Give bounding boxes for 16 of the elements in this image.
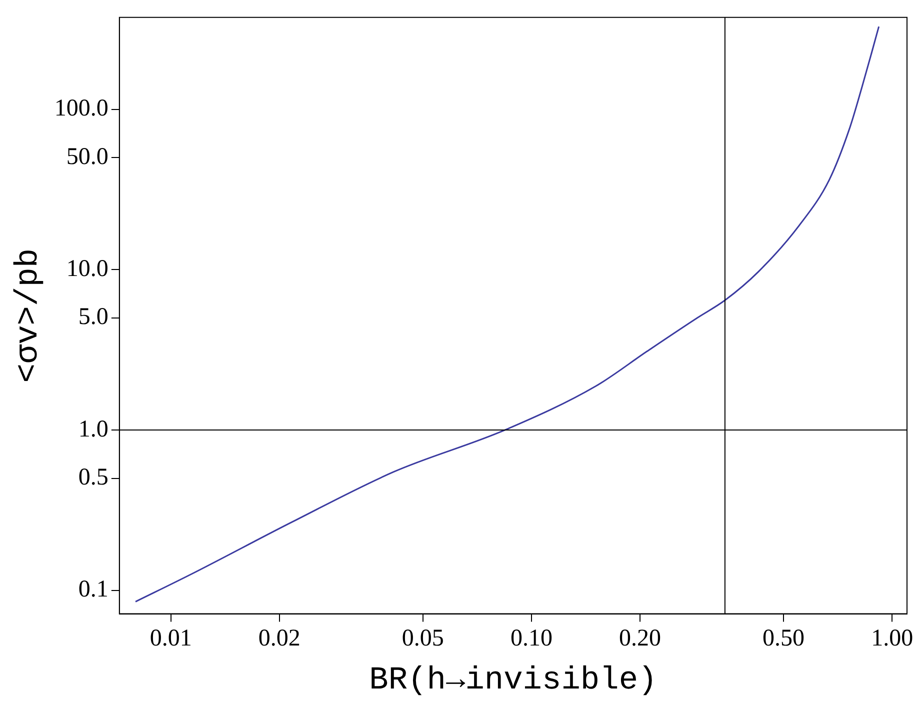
y-tick-label: 50.0 [66, 144, 108, 170]
y-tick-label: 0.5 [78, 464, 108, 491]
x-axis-title: BR(h→invisible) [369, 661, 658, 698]
y-tick-label: 5.0 [78, 304, 108, 330]
y-axis-title: <σv>/pb [10, 248, 47, 383]
x-tick-label: 0.50 [762, 625, 805, 652]
x-tick-label: 0.20 [619, 625, 662, 652]
x-tick-label: 1.00 [871, 625, 914, 652]
y-tick-label: 100.0 [54, 96, 108, 122]
y-tick-label: 1.0 [78, 416, 108, 442]
x-tick-label: 0.01 [150, 625, 192, 652]
x-tick-label: 0.05 [402, 625, 444, 652]
y-tick-label: 10.0 [66, 256, 108, 282]
x-tick-label: 0.02 [258, 625, 300, 652]
y-tick-label: 0.1 [78, 576, 108, 603]
x-tick-label: 0.10 [510, 625, 552, 652]
